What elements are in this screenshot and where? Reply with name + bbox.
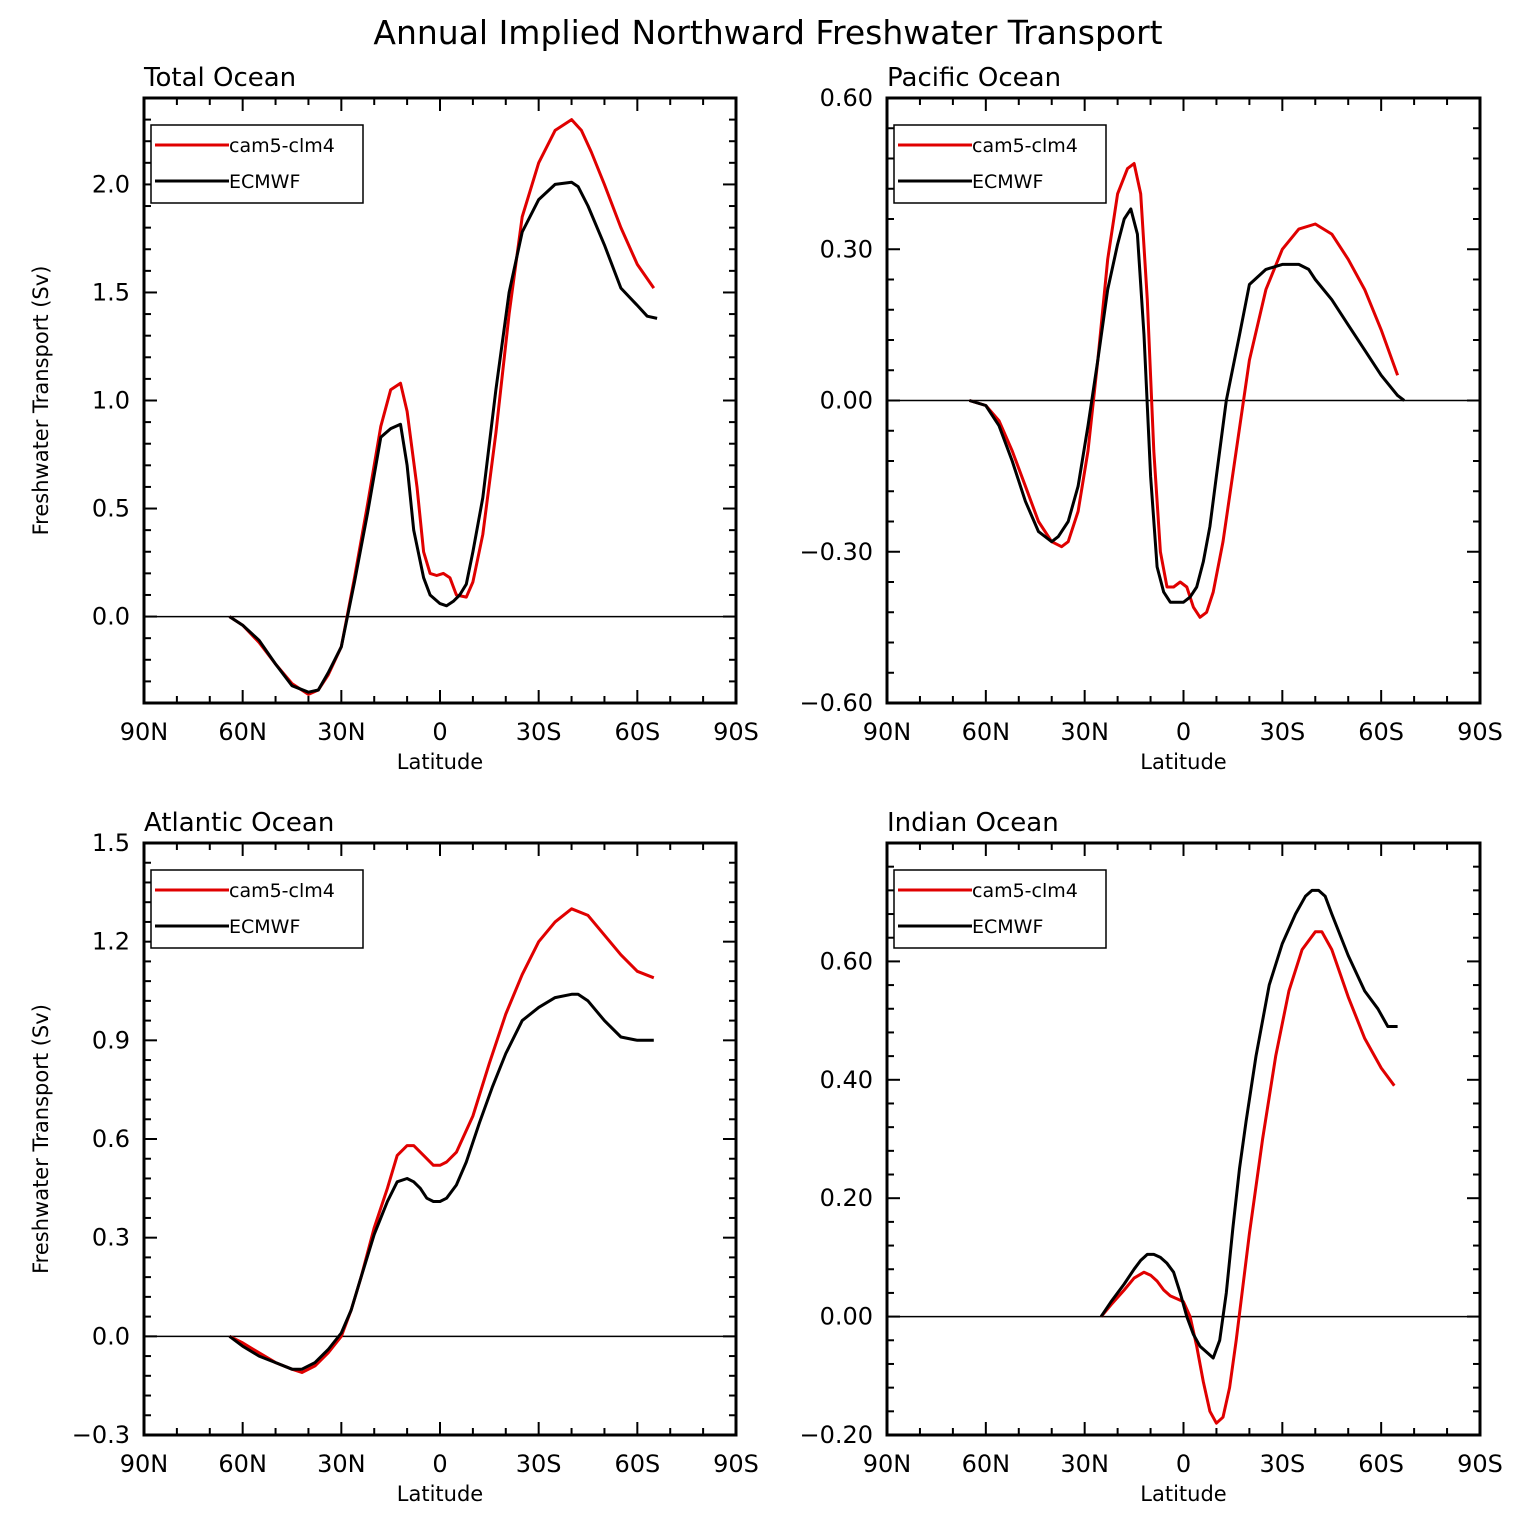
x-tick-label: 30S <box>516 1450 562 1478</box>
x-tick-label: 90S <box>713 1450 759 1478</box>
y-tick-label: 0.9 <box>92 1026 130 1054</box>
legend-label: ECMWF <box>972 171 1043 193</box>
panel-title: Indian Ocean <box>887 808 1059 838</box>
legend-label: cam5-clm4 <box>972 135 1078 157</box>
x-tick-label: 30S <box>1259 1450 1305 1478</box>
series-line-0 <box>228 907 655 1374</box>
x-tick-label: 0 <box>432 718 447 746</box>
series-line-1 <box>968 207 1406 604</box>
x-axis-label: Latitude <box>1140 1482 1226 1506</box>
panel-1: Pacific Ocean 90N 60N 30N 0 30S 60S 90S −0.60 −0.… <box>799 63 1502 774</box>
legend-label: ECMWF <box>972 916 1043 938</box>
x-tick-label: 0 <box>1176 718 1191 746</box>
y-tick-label: 0.20 <box>820 1184 873 1212</box>
series-line-0 <box>228 118 656 696</box>
x-tick-label: 30S <box>1259 718 1305 746</box>
y-tick-label: 0.6 <box>92 1125 130 1153</box>
x-tick-label: 90N <box>120 718 169 746</box>
x-tick-label: 90N <box>120 1450 169 1478</box>
x-tick-label: 30N <box>1060 718 1109 746</box>
y-tick-label: 0.5 <box>92 495 130 523</box>
x-tick-label: 60N <box>218 1450 267 1478</box>
series-line-1 <box>1099 888 1398 1360</box>
y-tick-label: 0.30 <box>820 235 873 263</box>
legend-box <box>150 124 364 204</box>
series-line-0 <box>968 162 1400 619</box>
x-tick-label: 90N <box>863 1450 912 1478</box>
y-tick-label: −0.20 <box>799 1421 873 1449</box>
x-tick-label: 30N <box>317 1450 366 1478</box>
panel-title: Atlantic Ocean <box>144 808 334 838</box>
y-tick-label: 0.3 <box>92 1224 130 1252</box>
y-tick-label: −0.30 <box>799 538 873 566</box>
y-tick-label: 1.5 <box>92 829 130 857</box>
y-tick-label: 0.60 <box>820 84 873 112</box>
y-tick-label: −0.3 <box>72 1421 130 1449</box>
y-axis-label: Freshwater Transport (Sv) <box>29 266 53 536</box>
series-line-1 <box>228 180 658 694</box>
x-tick-label: 30S <box>516 718 562 746</box>
y-tick-label: 0.60 <box>820 947 873 975</box>
legend-label: ECMWF <box>229 171 300 193</box>
panel-2: Atlantic Ocean 90N 60N 30N 0 30S 60S 90S −0.3 0.0… <box>29 808 759 1506</box>
x-tick-label: 90S <box>713 718 759 746</box>
x-tick-label: 60N <box>962 1450 1011 1478</box>
y-tick-label: 0.40 <box>820 1066 873 1094</box>
panel-title: Total Ocean <box>143 63 296 93</box>
x-tick-label: 30N <box>317 718 366 746</box>
y-tick-label: 0.0 <box>92 603 130 631</box>
panel-title: Pacific Ocean <box>887 63 1061 93</box>
y-tick-label: −0.60 <box>799 689 873 717</box>
series-line-1 <box>228 992 654 1371</box>
series-line-0 <box>1099 930 1396 1425</box>
legend-box <box>893 124 1107 204</box>
y-tick-label: 1.0 <box>92 387 130 415</box>
figure-title: Annual Implied Northward Freshwater Tran… <box>373 13 1162 52</box>
legend-label: cam5-clm4 <box>229 135 335 157</box>
x-axis-label: Latitude <box>397 1482 483 1506</box>
x-tick-label: 60N <box>962 718 1011 746</box>
x-tick-label: 60S <box>1358 718 1404 746</box>
x-tick-label: 0 <box>432 1450 447 1478</box>
panel-3: Indian Ocean 90N 60N 30N 0 30S 60S 90S −0.20 0.00… <box>799 808 1502 1506</box>
y-tick-label: 2.0 <box>92 170 130 198</box>
legend-box <box>150 869 364 949</box>
x-tick-label: 0 <box>1176 1450 1191 1478</box>
panel-0: Total Ocean 90N 60N 30N 0 30S 60S 90S 0.0 0.5 1.0 1… <box>29 63 759 774</box>
x-tick-label: 60S <box>614 718 660 746</box>
y-tick-label: 1.2 <box>92 928 130 956</box>
x-tick-label: 90N <box>863 718 912 746</box>
y-axis-label: Freshwater Transport (Sv) <box>29 1004 53 1274</box>
x-axis-label: Latitude <box>1140 750 1226 774</box>
y-tick-label: 0.0 <box>92 1322 130 1350</box>
legend-label: cam5-clm4 <box>972 880 1078 902</box>
legend-label: cam5-clm4 <box>229 880 335 902</box>
x-tick-label: 60S <box>614 1450 660 1478</box>
x-tick-label: 30N <box>1060 1450 1109 1478</box>
legend-label: ECMWF <box>229 916 300 938</box>
y-tick-label: 0.00 <box>820 387 873 415</box>
x-tick-label: 90S <box>1457 1450 1503 1478</box>
y-tick-label: 0.00 <box>820 1303 873 1331</box>
legend-box <box>893 869 1107 949</box>
x-axis-label: Latitude <box>397 750 483 774</box>
x-tick-label: 60S <box>1358 1450 1404 1478</box>
y-tick-label: 1.5 <box>92 278 130 306</box>
x-tick-label: 60N <box>218 718 267 746</box>
x-tick-label: 90S <box>1457 718 1503 746</box>
